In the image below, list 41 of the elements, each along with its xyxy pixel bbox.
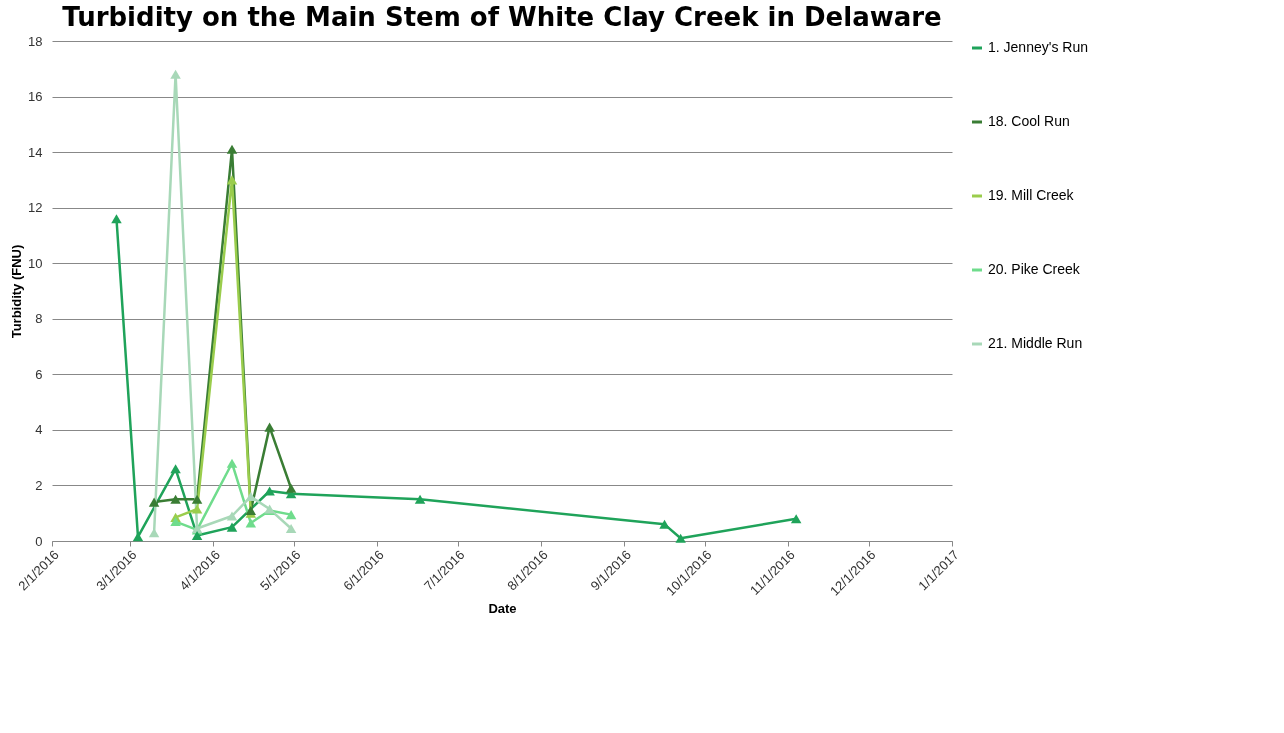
legend-label: 20. Pike Creek — [988, 261, 1081, 277]
x-axis-title: Date — [488, 600, 517, 616]
y-tick-label: 2 — [35, 477, 43, 493]
point — [285, 523, 297, 534]
point — [264, 422, 275, 432]
point — [226, 511, 238, 521]
y-tick-label: 14 — [28, 144, 43, 160]
point — [226, 458, 238, 468]
point — [414, 494, 426, 504]
point — [148, 497, 160, 507]
point — [191, 494, 203, 504]
point — [659, 519, 670, 529]
legend-label: 18. Cool Run — [988, 113, 1070, 129]
point — [191, 530, 203, 540]
y-tick-label: 18 — [28, 33, 43, 49]
point — [226, 522, 238, 532]
y-tick-label: 6 — [35, 366, 43, 382]
point — [285, 483, 297, 493]
chart-title: Turbidity on the Main Stem of White Clay Creek in Delaware — [62, 2, 942, 32]
point — [264, 486, 275, 496]
legend-label: 1. Jenney's Run — [988, 39, 1088, 55]
point — [170, 464, 181, 474]
point — [790, 514, 802, 524]
point — [226, 144, 238, 154]
point — [170, 69, 181, 79]
y-axis-title: Turbidity (FNU) — [9, 244, 25, 339]
point — [191, 504, 203, 514]
point — [285, 510, 297, 520]
y-tick-label: 8 — [35, 311, 43, 327]
y-tick-label: 0 — [35, 533, 43, 549]
point — [675, 533, 686, 543]
y-tick-label: 16 — [28, 89, 43, 105]
point — [226, 175, 238, 185]
y-tick-label: 10 — [28, 255, 43, 271]
legend-label: 19. Mill Creek — [988, 187, 1075, 203]
point — [111, 214, 122, 224]
point — [170, 517, 181, 527]
y-tick-label: 12 — [28, 200, 43, 216]
legend-label: 21. Middle Run — [988, 335, 1083, 351]
point — [170, 494, 181, 504]
y-tick-label: 4 — [35, 422, 43, 438]
